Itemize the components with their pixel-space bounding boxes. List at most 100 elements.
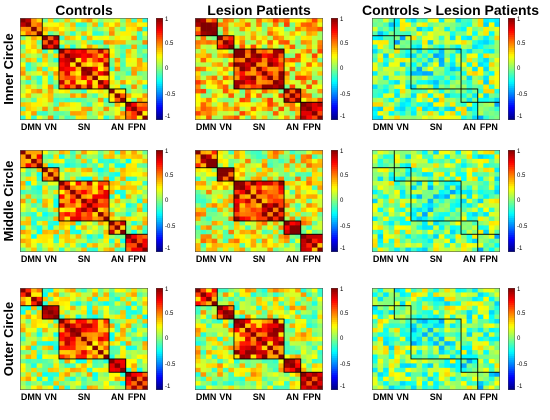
matrix-cell bbox=[228, 31, 235, 37]
network-block-outline bbox=[20, 150, 43, 169]
matrix-cell bbox=[306, 71, 313, 76]
matrix-cell bbox=[466, 189, 473, 195]
matrix-cell bbox=[211, 84, 218, 90]
colorbar-segment bbox=[331, 24, 338, 27]
matrix-cell bbox=[217, 31, 224, 37]
network-block-outline bbox=[283, 220, 302, 235]
network-label-dmn: DMN bbox=[20, 392, 42, 402]
matrix-cell bbox=[239, 225, 246, 231]
matrix-cell bbox=[416, 243, 423, 248]
matrix-cell bbox=[120, 189, 127, 195]
matrix-cell bbox=[438, 62, 445, 68]
colorbar-segment bbox=[331, 60, 338, 64]
network-block-outline bbox=[410, 48, 462, 90]
matrix-cell bbox=[97, 57, 104, 63]
matrix-cell bbox=[222, 176, 229, 182]
matrix-cell bbox=[388, 238, 395, 244]
matrix-cell bbox=[433, 62, 440, 68]
matrix-cell bbox=[120, 341, 127, 346]
matrix-cell bbox=[70, 44, 76, 50]
matrix-cell bbox=[109, 350, 115, 355]
matrix-cell bbox=[64, 381, 71, 386]
matrix-cell bbox=[211, 198, 218, 204]
matrix-cell bbox=[300, 288, 307, 293]
colorbar-segment bbox=[156, 215, 163, 219]
matrix-cell bbox=[120, 115, 127, 120]
matrix-cell bbox=[75, 71, 82, 76]
matrix-cell bbox=[444, 150, 451, 155]
matrix-cell bbox=[70, 115, 76, 120]
matrix-cell bbox=[114, 80, 121, 85]
matrix-cell bbox=[455, 53, 462, 59]
matrix-cell bbox=[405, 44, 412, 50]
matrix-cell bbox=[64, 62, 71, 68]
matrix-cell bbox=[372, 57, 378, 63]
matrix-cell bbox=[377, 292, 384, 298]
matrix-cell bbox=[142, 220, 148, 226]
matrix-cell bbox=[405, 154, 412, 160]
matrix-cell bbox=[295, 376, 302, 382]
colorbar-segment bbox=[156, 222, 163, 225]
matrix-cell bbox=[245, 314, 251, 320]
matrix-cell bbox=[222, 71, 229, 76]
matrix-cell bbox=[444, 40, 451, 45]
matrix-cell bbox=[75, 88, 82, 94]
matrix-cell bbox=[120, 93, 127, 99]
matrix-cell bbox=[142, 185, 148, 191]
matrix-cell bbox=[114, 26, 121, 32]
matrix-cell bbox=[317, 225, 323, 231]
network-label-sn: SN bbox=[77, 392, 91, 402]
matrix-cell bbox=[388, 22, 395, 28]
matrix-cell bbox=[311, 234, 318, 239]
matrix-cell bbox=[109, 71, 115, 76]
matrix-cell bbox=[472, 181, 479, 186]
network-label-dmn: DMN bbox=[372, 254, 394, 264]
matrix-cell bbox=[267, 154, 274, 160]
matrix-cell bbox=[233, 53, 240, 59]
matrix-cell bbox=[114, 247, 121, 252]
matrix-cell bbox=[53, 154, 60, 160]
matrix-cell bbox=[483, 49, 490, 54]
matrix-cell bbox=[427, 176, 434, 182]
matrix-cell bbox=[70, 35, 76, 41]
matrix-cell bbox=[278, 372, 285, 377]
matrix-cell bbox=[31, 220, 37, 226]
matrix-cell bbox=[136, 288, 143, 293]
matrix-cell bbox=[256, 31, 263, 37]
matrix-cell bbox=[289, 62, 296, 68]
matrix-cell bbox=[125, 106, 132, 112]
matrix-cell bbox=[31, 243, 37, 248]
matrix-cell bbox=[195, 385, 201, 390]
matrix-cell bbox=[92, 229, 99, 235]
matrix-cell bbox=[300, 80, 307, 85]
matrix-cell bbox=[311, 247, 318, 252]
matrix-cell bbox=[142, 31, 148, 37]
matrix-cell bbox=[136, 44, 143, 50]
matrix-cell bbox=[410, 216, 417, 222]
matrix-cell bbox=[42, 229, 49, 235]
colorbar-segment bbox=[156, 319, 163, 323]
matrix-cell bbox=[81, 106, 88, 112]
matrix-cell bbox=[477, 102, 484, 107]
matrix-cell bbox=[372, 243, 378, 248]
matrix-cell bbox=[228, 172, 235, 177]
matrix-cell bbox=[472, 57, 479, 63]
matrix-cell bbox=[317, 75, 323, 81]
matrix-cell bbox=[103, 102, 110, 107]
matrix-cell bbox=[136, 35, 143, 41]
matrix-cell bbox=[483, 305, 490, 311]
matrix-cell bbox=[245, 66, 251, 72]
matrix-cell bbox=[53, 381, 60, 386]
colorbar-segment bbox=[508, 73, 515, 76]
matrix-cell bbox=[97, 40, 104, 45]
matrix-cell bbox=[433, 53, 440, 59]
matrix-cell bbox=[109, 247, 115, 252]
colorbar-segment bbox=[331, 211, 338, 215]
matrix-cell bbox=[422, 22, 428, 28]
matrix-cell bbox=[488, 296, 495, 302]
matrix-cell bbox=[217, 238, 224, 244]
matrix-cell bbox=[222, 194, 229, 200]
matrix-cell bbox=[256, 84, 263, 90]
matrix-cell bbox=[103, 49, 110, 54]
matrix-cell bbox=[31, 185, 37, 191]
